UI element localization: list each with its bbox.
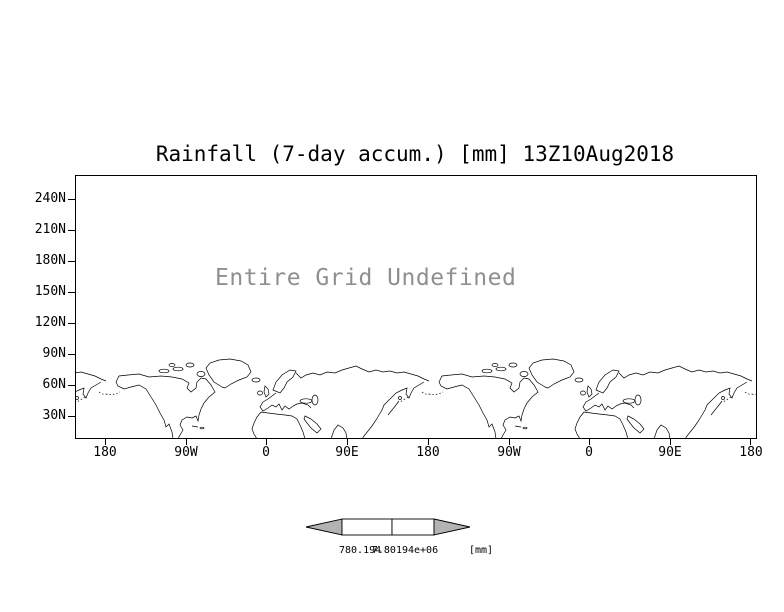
x-axis-tick — [670, 438, 671, 445]
colorbar-box — [341, 518, 393, 536]
y-tick-label: 30N — [42, 408, 66, 423]
y-tick-label: 60N — [42, 377, 66, 392]
x-tick-label: 90E — [658, 445, 682, 460]
x-axis-tick — [105, 438, 106, 445]
y-tick-label: 90N — [42, 346, 66, 361]
y-axis-tick — [68, 292, 75, 293]
colorbar-label: 780.194 — [339, 545, 382, 556]
y-axis-tick — [68, 230, 75, 231]
colorbar-units: [mm] — [468, 545, 494, 556]
colorbar-box — [391, 518, 435, 536]
x-tick-label: 0 — [585, 445, 593, 460]
x-tick-label: 0 — [262, 445, 270, 460]
x-axis-tick — [589, 438, 590, 445]
y-tick-label: 210N — [34, 222, 66, 237]
x-axis-tick — [509, 438, 510, 445]
y-axis-tick — [68, 354, 75, 355]
world-coastline-map — [76, 358, 756, 438]
colorbar — [305, 518, 471, 536]
colorbar-left-arrow — [305, 518, 343, 536]
x-tick-label: 90W — [497, 445, 521, 460]
x-axis-tick — [750, 438, 751, 445]
x-tick-label: 180 — [739, 445, 763, 460]
colorbar-label: 7.80194e+06 — [371, 545, 439, 556]
x-axis-tick — [428, 438, 429, 445]
x-tick-label: 180 — [93, 445, 117, 460]
x-tick-label: 90E — [335, 445, 359, 460]
y-axis-tick — [68, 416, 75, 417]
plot-title: Rainfall (7-day accum.) [mm] 13Z10Aug201… — [155, 142, 675, 166]
y-tick-label: 150N — [34, 284, 66, 299]
y-axis-tick — [68, 323, 75, 324]
y-tick-label: 180N — [34, 253, 66, 268]
x-tick-label: 180 — [416, 445, 440, 460]
colorbar-right-arrow — [433, 518, 471, 536]
x-axis-tick — [266, 438, 267, 445]
x-tick-label: 90W — [174, 445, 198, 460]
map-plot-area — [75, 175, 757, 439]
y-axis-tick — [68, 261, 75, 262]
x-axis-tick — [347, 438, 348, 445]
x-axis-tick — [186, 438, 187, 445]
y-axis-tick — [68, 385, 75, 386]
y-tick-label: 240N — [34, 191, 66, 206]
y-axis-tick — [68, 199, 75, 200]
y-tick-label: 120N — [34, 315, 66, 330]
undefined-annotation: Entire Grid Undefined — [215, 265, 517, 291]
